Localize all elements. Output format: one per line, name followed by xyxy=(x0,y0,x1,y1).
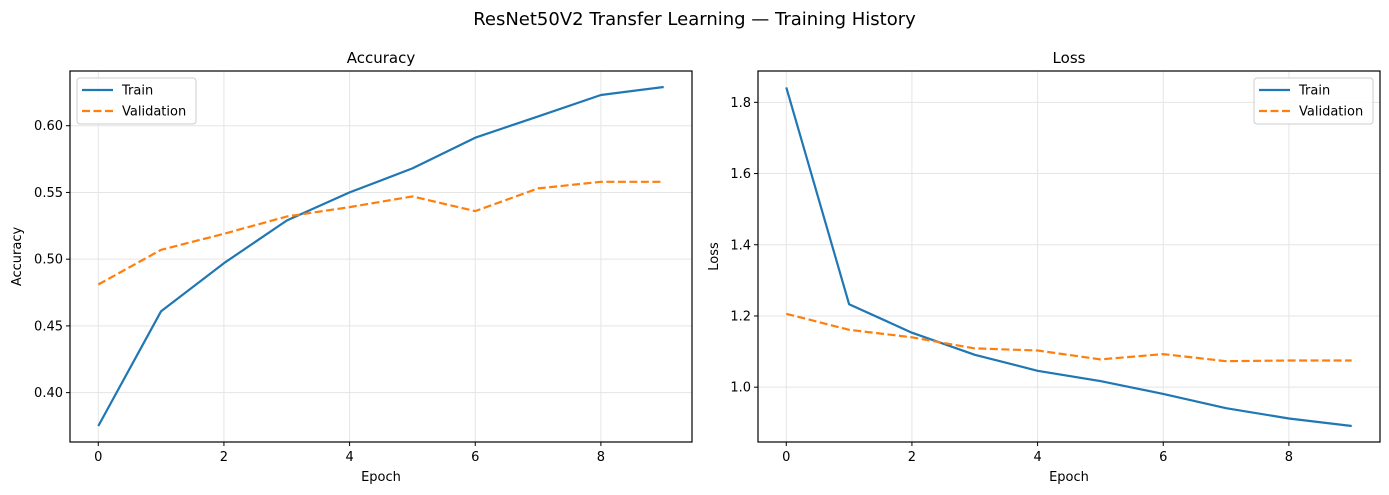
accuracy-title: Accuracy xyxy=(347,49,416,67)
accuracy-grid xyxy=(70,71,692,442)
accuracy-chart: 0 2 4 6 8 0.40 0.45 0.50 0.55 0.60 Accuracy Epoch Ac… xyxy=(10,49,693,485)
loss-chart: 0 2 4 6 8 1.0 1.2 1.4 1.6 1.8 Loss Epoch Loss Train Va… xyxy=(707,49,1381,485)
legend-train-label: Train xyxy=(121,84,153,99)
legend-validation-label: Validation xyxy=(1299,105,1363,120)
y-tick-label: 0.50 xyxy=(34,253,63,268)
x-tick-label: 8 xyxy=(597,450,605,465)
accuracy-train-line xyxy=(97,85,664,427)
loss-validation-line xyxy=(786,312,1352,363)
y-tick-label: 0.60 xyxy=(34,119,63,134)
y-tick-label: 1.8 xyxy=(730,96,751,111)
y-tick-label: 1.2 xyxy=(730,309,751,324)
x-tick-label: 6 xyxy=(471,450,479,465)
x-tick-label: 8 xyxy=(1285,450,1293,465)
x-tick-label: 6 xyxy=(1159,450,1167,465)
x-tick-label: 0 xyxy=(782,450,790,465)
loss-legend: Train Validation xyxy=(1253,77,1374,125)
accuracy-x-axis-label: Epoch xyxy=(361,470,401,485)
accuracy-y-axis-label: Accuracy xyxy=(10,227,25,287)
loss-train-line xyxy=(785,87,1352,428)
accuracy-legend: Train Validation xyxy=(76,77,197,125)
loss-axes-frame xyxy=(757,70,1381,443)
loss-grid xyxy=(758,71,1380,442)
legend-train-label: Train xyxy=(1298,84,1330,99)
x-tick-label: 2 xyxy=(220,450,228,465)
loss-y-axis-label: Loss xyxy=(707,242,722,271)
x-tick-label: 4 xyxy=(345,450,353,465)
loss-title: Loss xyxy=(1053,49,1086,67)
legend-validation-label: Validation xyxy=(122,105,186,120)
y-tick-label: 0.45 xyxy=(34,319,63,334)
y-tick-label: 1.6 xyxy=(730,167,751,182)
x-tick-label: 2 xyxy=(908,450,916,465)
y-tick-label: 0.55 xyxy=(34,186,63,201)
accuracy-validation-line xyxy=(97,180,664,286)
loss-x-axis-label: Epoch xyxy=(1049,470,1089,485)
accuracy-axes-frame xyxy=(69,70,693,443)
y-tick-label: 1.4 xyxy=(730,238,751,253)
figure-title: ResNet50V2 Transfer Learning — Training … xyxy=(473,9,916,30)
x-tick-label: 0 xyxy=(94,450,102,465)
y-tick-label: 0.40 xyxy=(34,386,63,401)
y-tick-label: 1.0 xyxy=(730,381,751,396)
x-tick-label: 4 xyxy=(1033,450,1041,465)
